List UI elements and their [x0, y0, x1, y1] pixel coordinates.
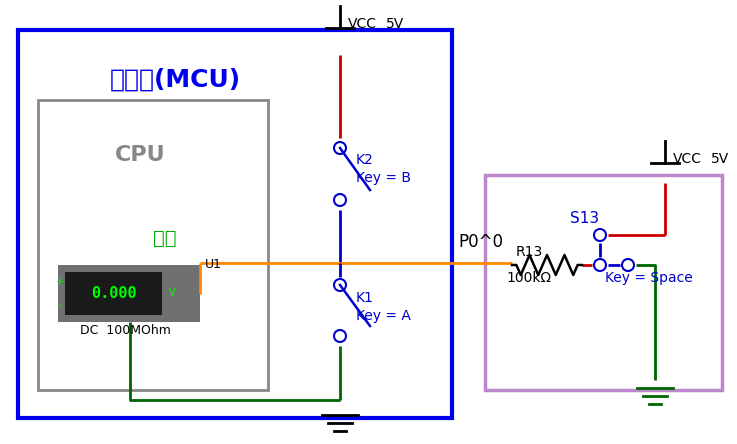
Text: K2: K2	[356, 153, 374, 167]
Text: 输入: 输入	[153, 229, 177, 247]
Text: R13: R13	[516, 245, 543, 259]
Text: U1: U1	[205, 258, 222, 270]
Text: 单片机(MCU): 单片机(MCU)	[109, 68, 240, 92]
Bar	[18, 30, 452, 418]
Bar	[58, 265, 200, 322]
Text: -: -	[57, 300, 60, 310]
Text: K1: K1	[356, 291, 374, 305]
Text: 0.000: 0.000	[91, 286, 136, 301]
Text: V: V	[169, 289, 175, 298]
Bar	[485, 175, 722, 390]
Bar	[38, 100, 268, 390]
Text: VCC: VCC	[348, 17, 377, 31]
Text: 5V: 5V	[711, 152, 729, 166]
Text: +: +	[55, 277, 63, 287]
Text: 5V: 5V	[386, 17, 405, 31]
Text: Key = Space: Key = Space	[605, 271, 693, 285]
Text: DC  100MOhm: DC 100MOhm	[80, 324, 171, 337]
Text: Key = A: Key = A	[356, 309, 411, 323]
Text: CPU: CPU	[115, 145, 165, 165]
Text: 100kΩ: 100kΩ	[506, 271, 551, 285]
Text: P0^0: P0^0	[458, 233, 503, 251]
Text: Key = B: Key = B	[356, 171, 411, 185]
Bar	[65, 272, 162, 315]
Text: VCC: VCC	[673, 152, 702, 166]
Text: S13: S13	[570, 210, 599, 226]
